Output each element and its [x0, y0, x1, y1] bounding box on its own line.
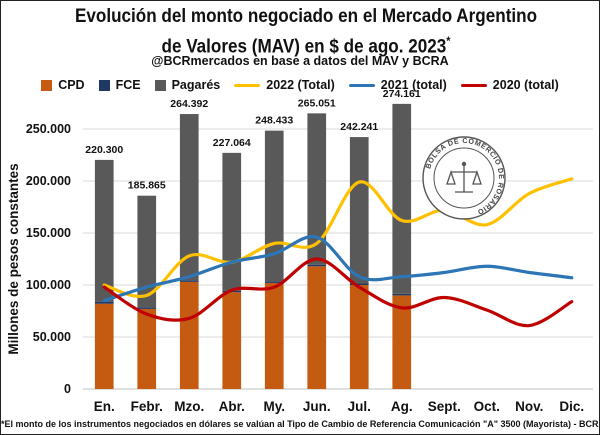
legend-item: 2021 (total)	[348, 78, 447, 92]
legend-label: Pagarés	[171, 78, 221, 92]
line-series-2021	[102, 235, 574, 303]
bar-total-label: 248.433	[255, 115, 293, 127]
legend-item: Pagarés	[154, 78, 221, 92]
bar-segment-pagars	[392, 103, 412, 294]
bar-segment-cpd	[349, 285, 369, 389]
x-tick-label: My.	[263, 399, 285, 414]
bar-segment-pagars	[179, 114, 199, 281]
chart-title-text: Evolución del monto negociado en el Merc…	[74, 6, 538, 58]
bar-segment-fce	[137, 307, 157, 309]
y-tick-label: 0	[64, 382, 71, 396]
bar-total-label: 227.064	[213, 137, 251, 149]
bar-total-label: 274.161	[383, 88, 421, 100]
bar-segment-fce	[179, 280, 199, 282]
legend-swatch	[154, 79, 166, 91]
legend-swatch	[98, 79, 110, 91]
x-tick-label: Oct.	[474, 399, 500, 414]
chart-subtitle: @BCRmercados en base a datos del MAV y B…	[151, 54, 449, 68]
bar-segment-cpd	[392, 295, 412, 389]
bar-segment-fce	[392, 293, 412, 296]
bar-segment-cpd	[94, 303, 114, 389]
x-tick-label: Dic.	[559, 399, 584, 414]
seal-inner-ring	[433, 147, 495, 209]
chart-plot: 0 50.000 100.000 150.000 200.000 250.000 Millo…	[6, 88, 593, 414]
x-tick-label: Abr.	[219, 399, 245, 414]
line-series-2022	[102, 177, 574, 299]
legend-swatch	[460, 83, 487, 87]
bar-segment-fce	[94, 301, 114, 304]
chart-footnote: *El monto de los instrumentos negociados…	[1, 419, 600, 429]
x-tick-label: Jun.	[303, 399, 331, 414]
bar-segment-pagars	[222, 152, 242, 291]
bar-segment-cpd	[222, 292, 242, 389]
chart-legend: CPD FCE Pagarés 2022 (Total) 2021 (total) 202…	[1, 75, 599, 95]
bar-segment-cpd	[179, 281, 199, 389]
legend-item: 2022 (Total)	[234, 78, 335, 92]
bar-segment-pagars	[349, 137, 369, 284]
chart-title-asterisk: *	[446, 34, 451, 48]
legend-label: 2022 (Total)	[266, 78, 335, 92]
y-tick-label: 100.000	[26, 278, 71, 292]
y-tick-label: 250.000	[26, 122, 71, 136]
x-tick-label: Febr.	[131, 399, 163, 414]
seal-scales-glyph	[446, 166, 482, 193]
bar-segment-cpd	[264, 282, 284, 389]
legend-swatch	[348, 83, 375, 87]
x-tick-label: Sept.	[428, 399, 461, 414]
bar-segment-pagars	[307, 113, 327, 265]
legend-item: FCE	[98, 78, 141, 92]
legend-swatch	[234, 83, 261, 87]
legend-label: 2021 (total)	[380, 78, 447, 92]
seal-scales-top	[461, 161, 467, 167]
bar-segment-fce	[264, 281, 284, 283]
y-tick-label: 50.000	[33, 330, 71, 344]
chart-title: Evolución del monto negociado en el Merc…	[68, 4, 545, 59]
seal-icon: BOLSA DE COMERCIO DE ROSARIO	[422, 136, 506, 220]
bar-total-label: 185.865	[128, 180, 166, 192]
bar-total-label: 242.241	[340, 121, 378, 133]
x-tick-label: Jul.	[348, 399, 371, 414]
y-tick-label: 200.000	[26, 174, 71, 188]
bar-segment-cpd	[137, 308, 157, 389]
legend-label: 2020 (total)	[492, 78, 559, 92]
bar-segment-fce	[307, 264, 327, 267]
bar-segment-pagars	[137, 195, 157, 308]
legend-swatch	[41, 79, 53, 91]
x-tick-label: En.	[94, 399, 115, 414]
line-series-2020	[102, 257, 574, 328]
bar-segment-cpd	[307, 266, 327, 389]
legend-item: CPD	[41, 78, 85, 92]
bar-segment-pagars	[94, 159, 114, 302]
bar-segment-fce	[349, 283, 369, 285]
legend-label: FCE	[115, 78, 141, 92]
x-tick-label: Ag.	[391, 399, 413, 414]
bar-total-label: 265.051	[298, 97, 336, 109]
legend-label: CPD	[58, 78, 85, 92]
y-axis-title: Millones de pesos constantes	[6, 163, 21, 354]
x-tick-label: Mzo.	[174, 399, 204, 414]
x-tick-label: Nov.	[515, 399, 543, 414]
bar-total-label: 264.392	[170, 98, 208, 110]
bar-total-label: 220.300	[85, 144, 123, 156]
legend-item: 2020 (total)	[460, 78, 559, 92]
bar-segment-pagars	[264, 130, 284, 282]
y-tick-label: 150.000	[26, 226, 71, 240]
